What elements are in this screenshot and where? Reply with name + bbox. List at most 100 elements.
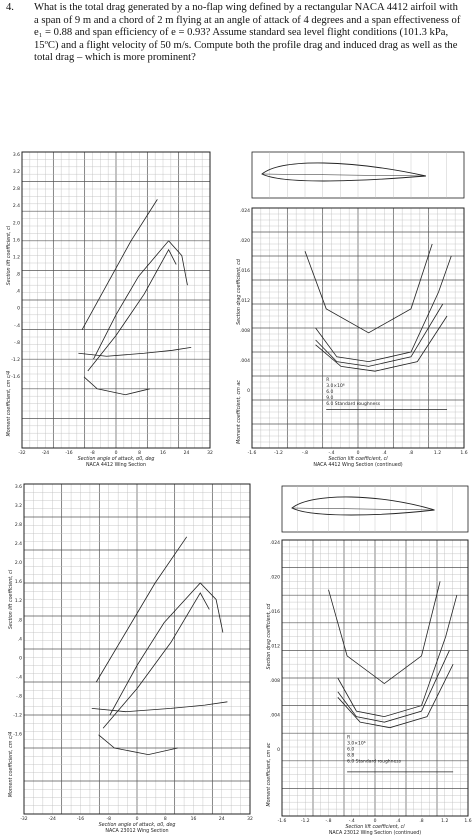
x-tick-label: 1.6	[460, 450, 467, 456]
figure-caption: NACA 4412 Wing Section	[86, 462, 146, 468]
figure-caption: NACA 23012 Wing Section (continued)	[329, 830, 421, 835]
x-tick-label: -8	[90, 450, 95, 456]
y2-axis-label: Moment coefficient, cm ac	[236, 380, 242, 444]
x-tick-label: 0	[136, 816, 139, 822]
y-tick-label: 2.0	[15, 560, 22, 566]
y2-axis-label: Moment coefficient, cm c/4	[8, 732, 14, 798]
y2-axis-label: Moment coefficient, cm ac	[266, 742, 272, 806]
y-tick-label: -1.6	[11, 374, 20, 380]
y-tick-label: 3.6	[13, 152, 20, 158]
x-tick-label: -8	[107, 816, 112, 822]
y-tick-label: 0	[277, 747, 280, 753]
plot-frame	[251, 207, 465, 449]
legend-entry: 3.0×10⁶	[347, 741, 366, 747]
plot-frame	[281, 539, 469, 817]
y-tick-label: -1.6	[13, 732, 22, 738]
x-tick-label: -.4	[349, 818, 355, 824]
y-tick-label: .016	[270, 609, 280, 615]
y-tick-label: 2.0	[13, 220, 20, 226]
x-tick-label: -1.6	[248, 450, 257, 456]
legend-entry: R	[326, 377, 329, 383]
x-tick-label: 32	[207, 450, 213, 456]
x-tick-label: 24	[184, 450, 190, 456]
legend-entry: R	[347, 735, 350, 741]
x-axis-label: Section angle of attack, α0, deg	[78, 456, 155, 462]
curve	[83, 376, 150, 396]
y-axis-label: Section lift coefficient, cl	[6, 225, 12, 285]
x-tick-label: -1.2	[274, 450, 283, 456]
y-tick-label: 3.6	[15, 484, 22, 490]
curve	[315, 315, 448, 372]
x-tick-label: 0	[357, 450, 360, 456]
y-tick-label: 1.6	[13, 237, 20, 243]
curve	[78, 346, 192, 357]
legend-entry: 6.0	[326, 389, 333, 395]
y-tick-label: 2.8	[13, 186, 20, 192]
y-tick-label: 1.6	[15, 579, 22, 585]
x-tick-label: 16	[191, 816, 197, 822]
x-tick-label: -16	[77, 816, 84, 822]
y-tick-label: .016	[240, 268, 250, 274]
curve	[98, 734, 178, 756]
y-tick-label: 2.4	[15, 541, 22, 547]
curve	[109, 582, 224, 716]
legend-entry: 6.0 Standard roughness	[347, 759, 402, 765]
curve	[337, 664, 454, 729]
curve	[315, 303, 444, 367]
curve	[102, 592, 210, 729]
x-tick-label: 8	[138, 450, 141, 456]
legend-entry: 8.8	[347, 753, 354, 759]
y-tick-label: .8	[16, 272, 20, 278]
figure-caption: NACA 4412 Wing Section (continued)	[313, 462, 402, 468]
x-tick-label: 1.2	[434, 450, 441, 456]
y-tick-label: .008	[240, 328, 250, 334]
x-tick-label: -.8	[326, 818, 332, 824]
y-tick-label: .4	[18, 636, 22, 642]
y-tick-label: .8	[18, 617, 22, 623]
y-tick-label: -.8	[16, 693, 22, 699]
y-axis-label: Section drag coefficient, cd	[236, 258, 242, 325]
y-tick-label: 1.2	[13, 254, 20, 260]
curve	[337, 595, 458, 718]
x-tick-label: -.8	[302, 450, 308, 456]
y-tick-label: 3.2	[13, 169, 20, 175]
x-tick-label: -16	[65, 450, 72, 456]
y-axis-label: Section drag coefficient, cd	[266, 603, 272, 670]
x-tick-label: .4	[382, 450, 386, 456]
curve	[337, 650, 450, 723]
x-tick-label: .8	[419, 818, 423, 824]
x-tick-label: 32	[247, 816, 253, 822]
x-tick-label: -24	[49, 816, 56, 822]
x-axis-label: Section angle of attack, α0, deg	[99, 822, 176, 828]
y-tick-label: .004	[270, 713, 280, 719]
question-number: 4.	[6, 2, 14, 13]
y-tick-label: -1.2	[13, 712, 22, 718]
x-axis-label: Section lift coefficient, cl	[328, 456, 388, 462]
y-tick-label: .4	[16, 289, 20, 295]
x-tick-label: 0	[374, 818, 377, 824]
y-tick-label: 0	[19, 655, 22, 661]
y-tick-label: -.4	[14, 323, 20, 329]
curve	[304, 243, 433, 334]
x-tick-label: -32	[18, 450, 25, 456]
y-tick-label: 2.4	[13, 203, 20, 209]
x-tick-label: -1.6	[278, 818, 287, 824]
curve	[87, 248, 177, 372]
y-tick-label: 1.2	[15, 598, 22, 604]
airfoil-chord	[261, 173, 426, 177]
y-tick-label: -.4	[16, 674, 22, 680]
y-tick-label: .024	[240, 208, 250, 214]
y-tick-label: -1.2	[11, 357, 20, 363]
y-tick-label: .020	[270, 575, 280, 581]
x-tick-label: 16	[160, 450, 166, 456]
x-tick-label: -24	[42, 450, 49, 456]
y-tick-label: 2.8	[15, 522, 22, 528]
figure-caption: NACA 23012 Wing Section	[105, 828, 168, 834]
y2-axis-label: Moment coefficient, cm c/4	[6, 371, 12, 437]
x-tick-label: 0	[115, 450, 118, 456]
legend-entry: 6.0	[347, 747, 354, 753]
question-text: What is the total drag generated by a no…	[34, 2, 461, 64]
x-tick-label: -1.2	[301, 818, 310, 824]
